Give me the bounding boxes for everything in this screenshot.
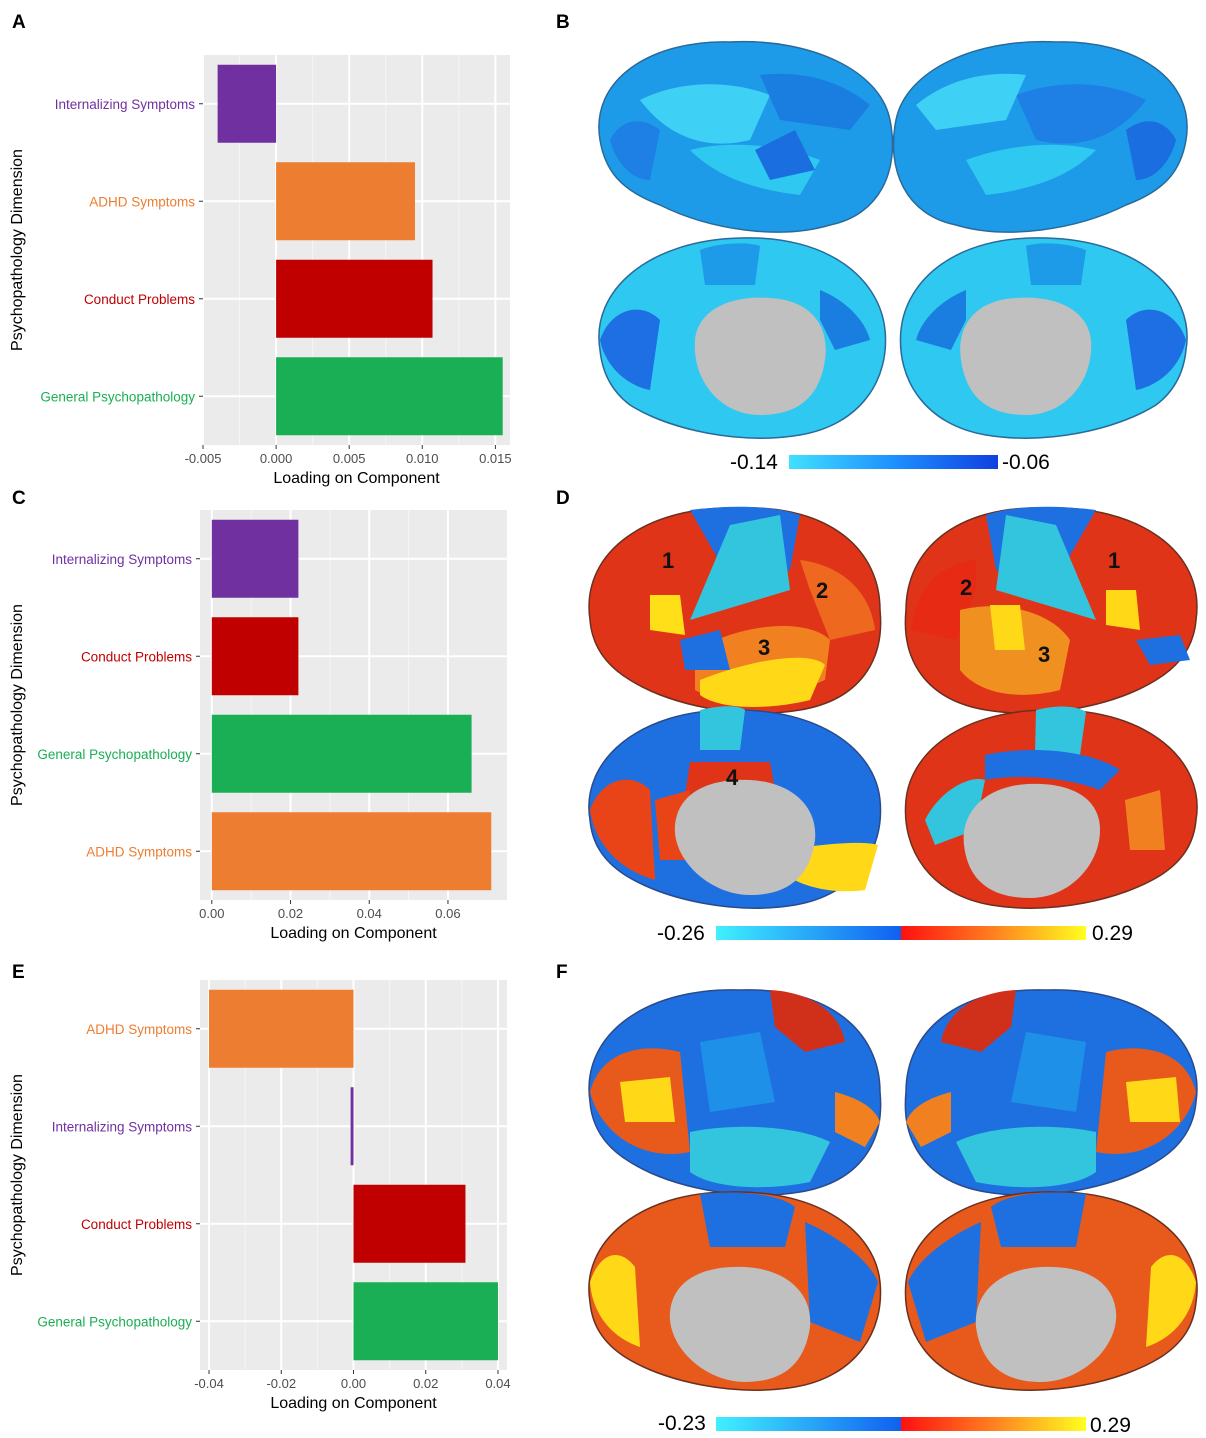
brain-f-medial-left [588,1191,882,1391]
y-axis-label-a: Psychopathology Dimension [9,149,26,351]
bar-chart-c: 0.00 0.02 0.04 0.06 Internalizing Symptoms Co… [9,510,507,942]
colorbar-f-max: 0.29 [1090,1414,1131,1437]
bar-chart-e: -0.04 -0.02 0.00 0.02 0.04 ADHD Symptoms Inter… [9,980,511,1412]
x-tick-label-a: 0.005 [333,451,366,466]
colorbar-d-min: -0.26 [657,922,705,945]
colorbar-b-min: -0.14 [730,451,778,474]
category-label-e-0: ADHD Symptoms [86,1022,192,1037]
brain-f-lateral-right [904,989,1198,1196]
brain-b-medial-right [899,237,1188,439]
y-axis-label-e: Psychopathology Dimension [9,1074,26,1276]
panel-letter-e: E [12,962,25,983]
brain-b-lateral-right [892,40,1188,233]
panel-letter-d: D [556,488,570,509]
brain-f-medial-right [904,1191,1198,1391]
colorbar-d [716,926,1086,940]
bar-c-3 [211,812,492,891]
category-label-e-3: General Psychopathology [37,1314,192,1329]
x-tick-label-c: 0.06 [435,906,460,921]
colorbar-f [716,1417,1086,1431]
x-tick-label-a: -0.005 [185,451,222,466]
category-label-a-0: Internalizing Symptoms [55,97,196,112]
colorbar-b-max: -0.06 [1002,451,1050,474]
category-label-c-2: General Psychopathology [37,747,192,762]
region-label-d-1-right: 1 [1108,548,1120,573]
y-axis-label-c: Psychopathology Dimension [9,604,26,806]
region-label-d-3-left: 3 [758,635,770,660]
brain-b-medial-left [598,237,887,439]
x-tick-label-c: 0.00 [199,906,224,921]
x-tick-label-e: -0.04 [194,1376,224,1391]
brain-b-lateral-left [598,40,894,233]
bar-e-0 [209,989,354,1068]
bar-a-0 [217,64,277,143]
category-label-a-3: General Psychopathology [40,389,195,404]
x-tick-label-a: 0.000 [260,451,293,466]
x-tick-label-e: 0.00 [341,1376,366,1391]
bar-c-1 [211,617,299,696]
colorbar-d-max: 0.29 [1092,922,1133,945]
brain-d-lateral-left [588,506,882,714]
x-tick-label-e: 0.04 [485,1376,510,1391]
region-label-d-2-right: 2 [960,575,972,600]
bar-c-2 [211,714,472,793]
brain-d-lateral-right [904,506,1198,714]
category-label-e-1: Internalizing Symptoms [52,1119,193,1134]
panel-letter-b: B [556,12,570,33]
brain-map-b [598,40,1188,439]
bar-a-2 [276,259,433,338]
region-label-d-4: 4 [726,765,739,790]
x-tick-label-c: 0.04 [357,906,382,921]
bar-c-0 [211,519,299,598]
region-label-d-2-left: 2 [816,578,828,603]
panel-letter-f: F [556,962,568,983]
category-label-a-2: Conduct Problems [84,292,195,307]
brain-d-medial-left [588,706,882,909]
brain-d-medial-right [904,706,1198,909]
x-tick-label-e: -0.02 [266,1376,296,1391]
bar-e-2 [353,1184,466,1263]
category-label-c-0: Internalizing Symptoms [52,552,193,567]
x-axis-label-c: Loading on Component [270,925,437,942]
x-tick-label-e: 0.02 [413,1376,438,1391]
x-tick-label-a: 0.010 [406,451,439,466]
region-label-d-1-left: 1 [662,548,674,573]
category-label-c-3: ADHD Symptoms [86,844,192,859]
x-tick-label-c: 0.02 [278,906,303,921]
bar-chart-a: -0.005 0.000 0.005 0.010 0.015 Internalizing … [9,55,512,487]
category-label-e-2: Conduct Problems [81,1217,192,1232]
category-label-c-1: Conduct Problems [81,649,192,664]
x-axis-label-a: Loading on Component [273,470,440,487]
region-label-d-3-right: 3 [1038,642,1050,667]
brain-map-f [588,989,1198,1391]
bar-a-1 [276,162,415,241]
brain-map-d: 1 2 3 1 2 3 4 [588,506,1198,909]
category-label-a-1: ADHD Symptoms [89,194,195,209]
panel-letter-c: C [12,488,26,509]
bar-e-1 [350,1087,354,1166]
bar-a-3 [276,357,503,436]
x-tick-label-a: 0.015 [479,451,512,466]
bar-e-3 [353,1282,498,1361]
brain-f-lateral-left [588,989,882,1196]
colorbar-b [789,455,998,469]
colorbar-f-min: -0.23 [658,1412,706,1435]
panel-letter-a: A [12,12,26,33]
x-axis-label-e: Loading on Component [270,1395,437,1412]
